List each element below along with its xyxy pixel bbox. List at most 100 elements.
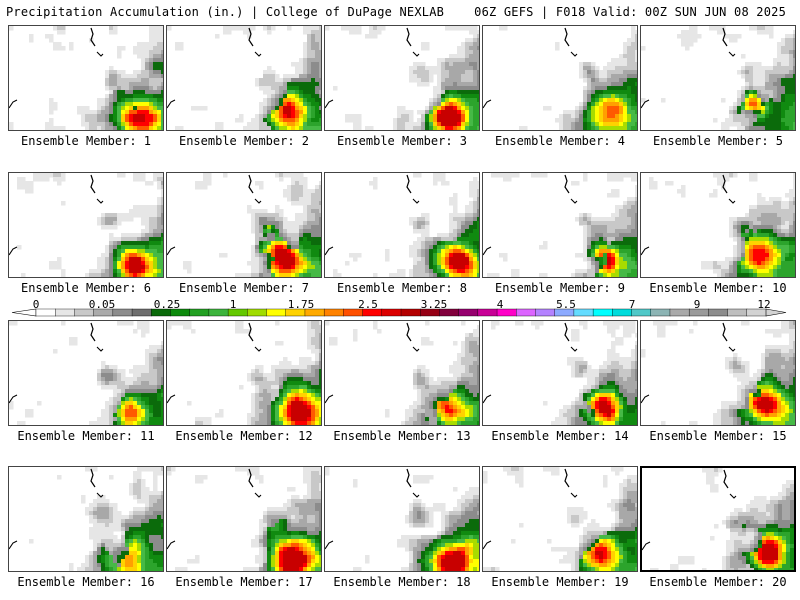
ensemble-member-map: [640, 172, 796, 278]
shoreline-segment: [641, 394, 650, 404]
colorbar-swatch: [669, 308, 690, 317]
shoreline-segment: [9, 394, 18, 404]
ensemble-member-map: [640, 320, 796, 426]
shoreline-segment: [722, 322, 728, 342]
ensemble-member-label: Ensemble Member: 18: [333, 575, 471, 589]
ensemble-member-label: Ensemble Member: 12: [175, 429, 313, 443]
shoreline-segment: [254, 492, 262, 498]
colorbar-tick-label: 0.05: [88, 298, 116, 311]
ensemble-member-map: [482, 466, 638, 572]
ensemble-member-map: [640, 466, 796, 572]
ensemble-member-label: Ensemble Member: 4: [494, 134, 626, 148]
shoreline-segment: [90, 322, 96, 342]
ensemble-member-map: [8, 25, 164, 131]
colorbar-tick-label: 0: [32, 298, 40, 311]
shoreline-segment: [564, 174, 570, 194]
shoreline-segment: [641, 99, 650, 109]
ensemble-member-map: [324, 466, 480, 572]
shoreline-segment: [570, 51, 578, 57]
colorbar-swatch: [112, 308, 133, 317]
shoreline-segment: [570, 346, 578, 352]
shoreline-segment: [90, 468, 96, 488]
shoreline-segment: [728, 51, 736, 57]
colorbar-swatch: [516, 308, 536, 317]
precipitation-field: [325, 173, 479, 277]
ensemble-member-map: [324, 172, 480, 278]
precipitation-field: [9, 173, 163, 277]
colorbar-swatch: [266, 308, 287, 317]
precipitation-field: [483, 173, 637, 277]
precipitation-field: [9, 26, 163, 130]
ensemble-member-map: [166, 466, 322, 572]
precipitation-field: [641, 173, 795, 277]
precipitation-field: [641, 26, 795, 130]
colorbar-tick-label: 7: [628, 298, 636, 311]
colorbar-swatch: [708, 308, 729, 317]
colorbar-swatch: [650, 308, 671, 317]
shoreline-segment: [248, 468, 254, 488]
ensemble-member-map: [8, 320, 164, 426]
shoreline-segment: [96, 346, 104, 352]
shoreline-segment: [96, 198, 104, 204]
ensemble-member-label: Ensemble Member: 20: [649, 575, 787, 589]
colorbar: [11, 308, 787, 317]
precipitation-field: [483, 467, 637, 571]
shoreline-segment: [9, 540, 18, 550]
precipitation-field: [9, 321, 163, 425]
shoreline-segment: [564, 468, 570, 488]
ensemble-member-map: [166, 320, 322, 426]
shoreline-segment: [9, 246, 18, 256]
shoreline-segment: [483, 99, 492, 109]
shoreline-segment: [9, 99, 18, 109]
shoreline-segment: [570, 198, 578, 204]
colorbar-swatch: [535, 308, 556, 317]
colorbar-tick-label: 2.5: [358, 298, 378, 311]
colorbar-tick-label: 12: [757, 298, 771, 311]
shoreline-segment: [167, 394, 176, 404]
ensemble-member-label: Ensemble Member: 9: [494, 281, 626, 295]
ensemble-member-map: [640, 25, 796, 131]
ensemble-member-map: [482, 25, 638, 131]
precipitation-field: [325, 321, 479, 425]
shoreline-segment: [406, 174, 412, 194]
shoreline-segment: [483, 394, 492, 404]
shoreline-segment: [723, 469, 729, 489]
ensemble-member-map: [482, 172, 638, 278]
colorbar-tick-label: 9: [693, 298, 701, 311]
shoreline-segment: [406, 468, 412, 488]
shoreline-segment: [254, 346, 262, 352]
ensemble-member-label: Ensemble Member: 8: [336, 281, 468, 295]
shoreline-segment: [728, 346, 736, 352]
precipitation-field: [483, 26, 637, 130]
colorbar-swatch: [55, 308, 75, 317]
ensemble-member-map: [324, 25, 480, 131]
ensemble-member-label: Ensemble Member: 17: [175, 575, 313, 589]
colorbar-tick-label: 5.5: [556, 298, 576, 311]
ensemble-member-map: [482, 320, 638, 426]
shoreline-segment: [325, 99, 334, 109]
shoreline-segment: [325, 394, 334, 404]
colorbar-swatch: [323, 308, 344, 317]
precipitation-field: [167, 26, 321, 130]
colorbar-swatch: [131, 308, 152, 317]
shoreline-segment: [248, 322, 254, 342]
shoreline-segment: [167, 246, 176, 256]
ensemble-member-map: [8, 172, 164, 278]
shoreline-segment: [254, 198, 262, 204]
shoreline-segment: [90, 174, 96, 194]
ensemble-member-label: Ensemble Member: 7: [178, 281, 310, 295]
colorbar-tick-label: 4: [496, 298, 504, 311]
ensemble-member-label: Ensemble Member: 16: [17, 575, 155, 589]
ensemble-member-label: Ensemble Member: 5: [652, 134, 784, 148]
ensemble-member-label: Ensemble Member: 14: [491, 429, 629, 443]
shoreline-segment: [412, 51, 420, 57]
colorbar-swatch: [381, 308, 402, 317]
colorbar-swatch: [189, 308, 210, 317]
colorbar-tick-label: 3.25: [420, 298, 448, 311]
precipitation-field: [642, 468, 794, 570]
precipitation-field: [167, 173, 321, 277]
colorbar-swatch: [247, 308, 268, 317]
ensemble-member-map: [8, 466, 164, 572]
shoreline-segment: [248, 174, 254, 194]
colorbar-swatch: [458, 308, 479, 317]
